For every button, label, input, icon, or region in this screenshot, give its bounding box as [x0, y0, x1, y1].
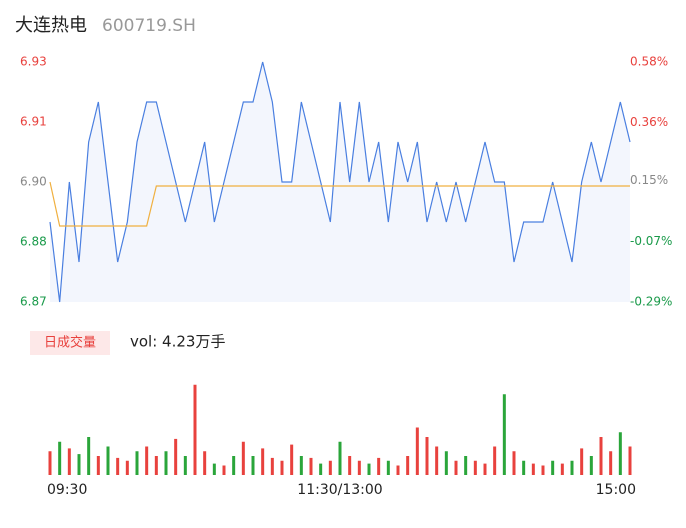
y2-tick-label: -0.29%	[630, 295, 672, 309]
volume-bar	[551, 460, 555, 475]
volume-label-bg	[30, 331, 110, 355]
volume-bar	[502, 394, 506, 475]
volume-bar	[174, 438, 178, 475]
volume-bar	[212, 463, 216, 475]
volume-bar	[618, 432, 622, 475]
volume-bar	[367, 463, 371, 475]
volume-bar	[473, 460, 477, 475]
volume-bar	[541, 465, 545, 475]
volume-bar	[193, 384, 197, 475]
volume-bar	[58, 441, 62, 475]
volume-bar	[309, 457, 313, 475]
x-tick-label: 11:30/13:00	[297, 482, 382, 498]
volume-bar	[145, 446, 149, 475]
y2-tick-label: 0.15%	[630, 173, 668, 187]
volume-bar	[454, 460, 458, 475]
y-tick-label: 6.87	[20, 295, 47, 309]
y-tick-label: 6.93	[20, 55, 47, 69]
volume-bar	[338, 441, 342, 475]
volume-bar	[425, 437, 429, 475]
volume-bar	[116, 457, 120, 475]
volume-bar	[96, 456, 100, 475]
volume-bar	[319, 463, 323, 475]
volume-bar	[183, 456, 187, 475]
volume-bar	[280, 460, 284, 475]
y2-tick-label: -0.07%	[630, 234, 672, 248]
y2-tick-label: 0.58%	[630, 55, 668, 69]
volume-bar	[222, 465, 226, 475]
volume-bar	[599, 437, 603, 475]
volume-bar	[87, 437, 91, 475]
price-line	[49, 61, 631, 303]
volume-bar	[164, 451, 168, 475]
volume-bar	[483, 463, 487, 475]
volume-bar	[415, 427, 419, 475]
volume-bar	[531, 463, 535, 475]
volume-bar	[251, 456, 255, 475]
volume-bar	[261, 448, 265, 475]
average-line	[49, 181, 630, 227]
volume-bar	[348, 456, 352, 475]
volume-bar	[444, 451, 448, 475]
volume-bar	[493, 446, 497, 475]
volume-bar	[135, 451, 139, 475]
volume-bar	[125, 460, 129, 475]
volume-bar	[435, 446, 439, 475]
volume-bar	[154, 456, 158, 475]
volume-bar	[560, 463, 564, 475]
volume-bar	[570, 460, 574, 475]
volume-bar	[357, 460, 361, 475]
volume-label: 日成交量	[44, 335, 96, 351]
x-tick-label: 09:30	[47, 482, 87, 498]
volume-bar	[406, 456, 410, 475]
volume-bar	[67, 448, 71, 475]
y-tick-label: 6.90	[20, 175, 47, 189]
volume-bar	[203, 451, 207, 475]
volume-bar	[464, 456, 468, 475]
volume-bar	[580, 448, 584, 475]
stock-code: 600719.SH	[102, 16, 196, 36]
y2-tick-label: 0.36%	[630, 115, 668, 129]
volume-bar	[290, 444, 294, 475]
volume-bar	[48, 451, 52, 475]
volume-bar	[628, 446, 632, 475]
volume-bar	[106, 446, 110, 475]
volume-bar	[270, 457, 274, 475]
volume-bar	[232, 456, 236, 475]
price-area	[50, 62, 630, 302]
volume-bar	[241, 441, 245, 475]
volume-bar	[522, 460, 526, 475]
volume-bar	[77, 454, 81, 475]
volume-bar	[386, 460, 390, 475]
y-tick-label: 6.88	[20, 235, 47, 249]
volume-bar	[377, 457, 381, 475]
x-tick-label: 15:00	[596, 482, 636, 498]
volume-bar	[396, 465, 400, 475]
volume-bar	[299, 456, 303, 475]
volume-bar	[328, 460, 332, 475]
volume-bar	[512, 451, 516, 475]
stock-name: 大连热电	[15, 15, 87, 36]
volume-bar	[589, 456, 593, 475]
y-tick-label: 6.91	[20, 115, 47, 129]
volume-bar	[609, 451, 613, 475]
volume-total: vol: 4.23万手	[130, 333, 225, 351]
